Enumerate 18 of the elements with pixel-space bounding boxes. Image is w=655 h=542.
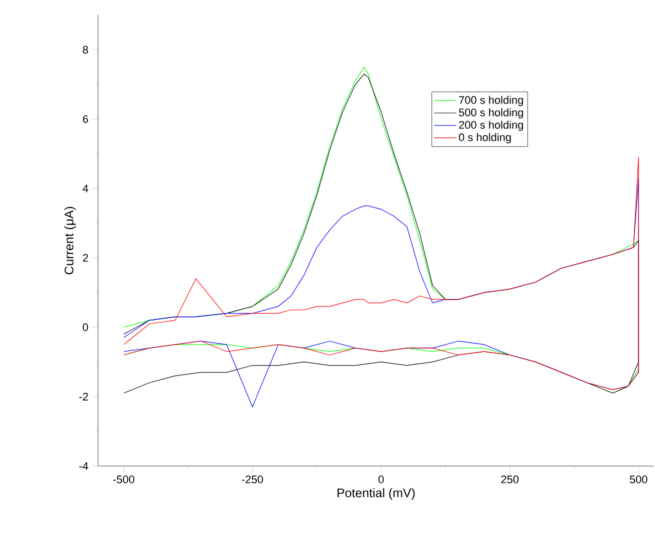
y-tick-label: 8: [82, 46, 88, 54]
x-tick-label: 0: [378, 476, 384, 484]
legend-label: 700 s holding: [459, 96, 523, 106]
x-tick-label: 250: [501, 476, 519, 484]
x-axis-title: Potential (mV): [338, 488, 415, 500]
legend-label: 200 s holding: [459, 120, 523, 131]
y-tick-label: 6: [82, 115, 88, 123]
y-tick-label: 2: [82, 254, 88, 262]
y-tick-label: -2: [79, 392, 88, 400]
legend-label: 500 s holding: [458, 108, 523, 118]
y-tick-label: 4: [82, 184, 88, 192]
y-tick-label: -4: [79, 462, 88, 470]
legend-label: 0 s holding: [458, 133, 511, 144]
x-tick-label: -250: [242, 476, 263, 484]
x-tick-label: -500: [113, 476, 134, 484]
x-tick-label: 500: [630, 476, 648, 484]
y-tick-label: 0: [82, 323, 88, 332]
y-axis-title: Current (μA): [64, 206, 76, 274]
